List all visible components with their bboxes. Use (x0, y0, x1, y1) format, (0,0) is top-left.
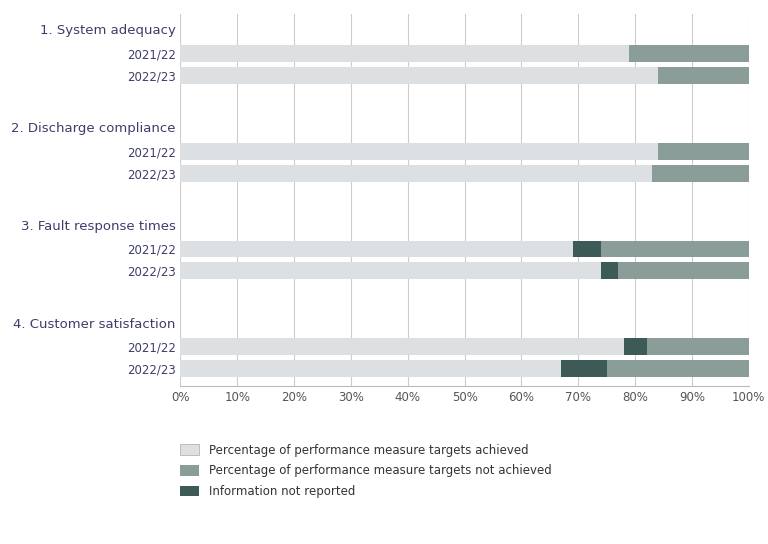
Bar (180, 262, 601, 279)
Bar (180, 338, 624, 355)
Legend: Percentage of performance measure targets achieved, Percentage of performance me: Percentage of performance measure target… (180, 444, 551, 498)
Bar (573, 240, 601, 257)
Bar (601, 240, 749, 257)
Bar (180, 240, 573, 257)
Bar (561, 360, 607, 377)
Bar (652, 165, 749, 182)
Bar (624, 338, 647, 355)
Bar (180, 45, 630, 62)
Bar (180, 67, 658, 84)
Bar (658, 67, 749, 84)
Bar (647, 338, 749, 355)
Bar (180, 360, 561, 377)
Bar (618, 262, 749, 279)
Bar (180, 165, 652, 182)
Bar (601, 262, 618, 279)
Bar (607, 360, 749, 377)
Bar (630, 45, 749, 62)
Bar (180, 143, 658, 160)
Bar (658, 143, 749, 160)
